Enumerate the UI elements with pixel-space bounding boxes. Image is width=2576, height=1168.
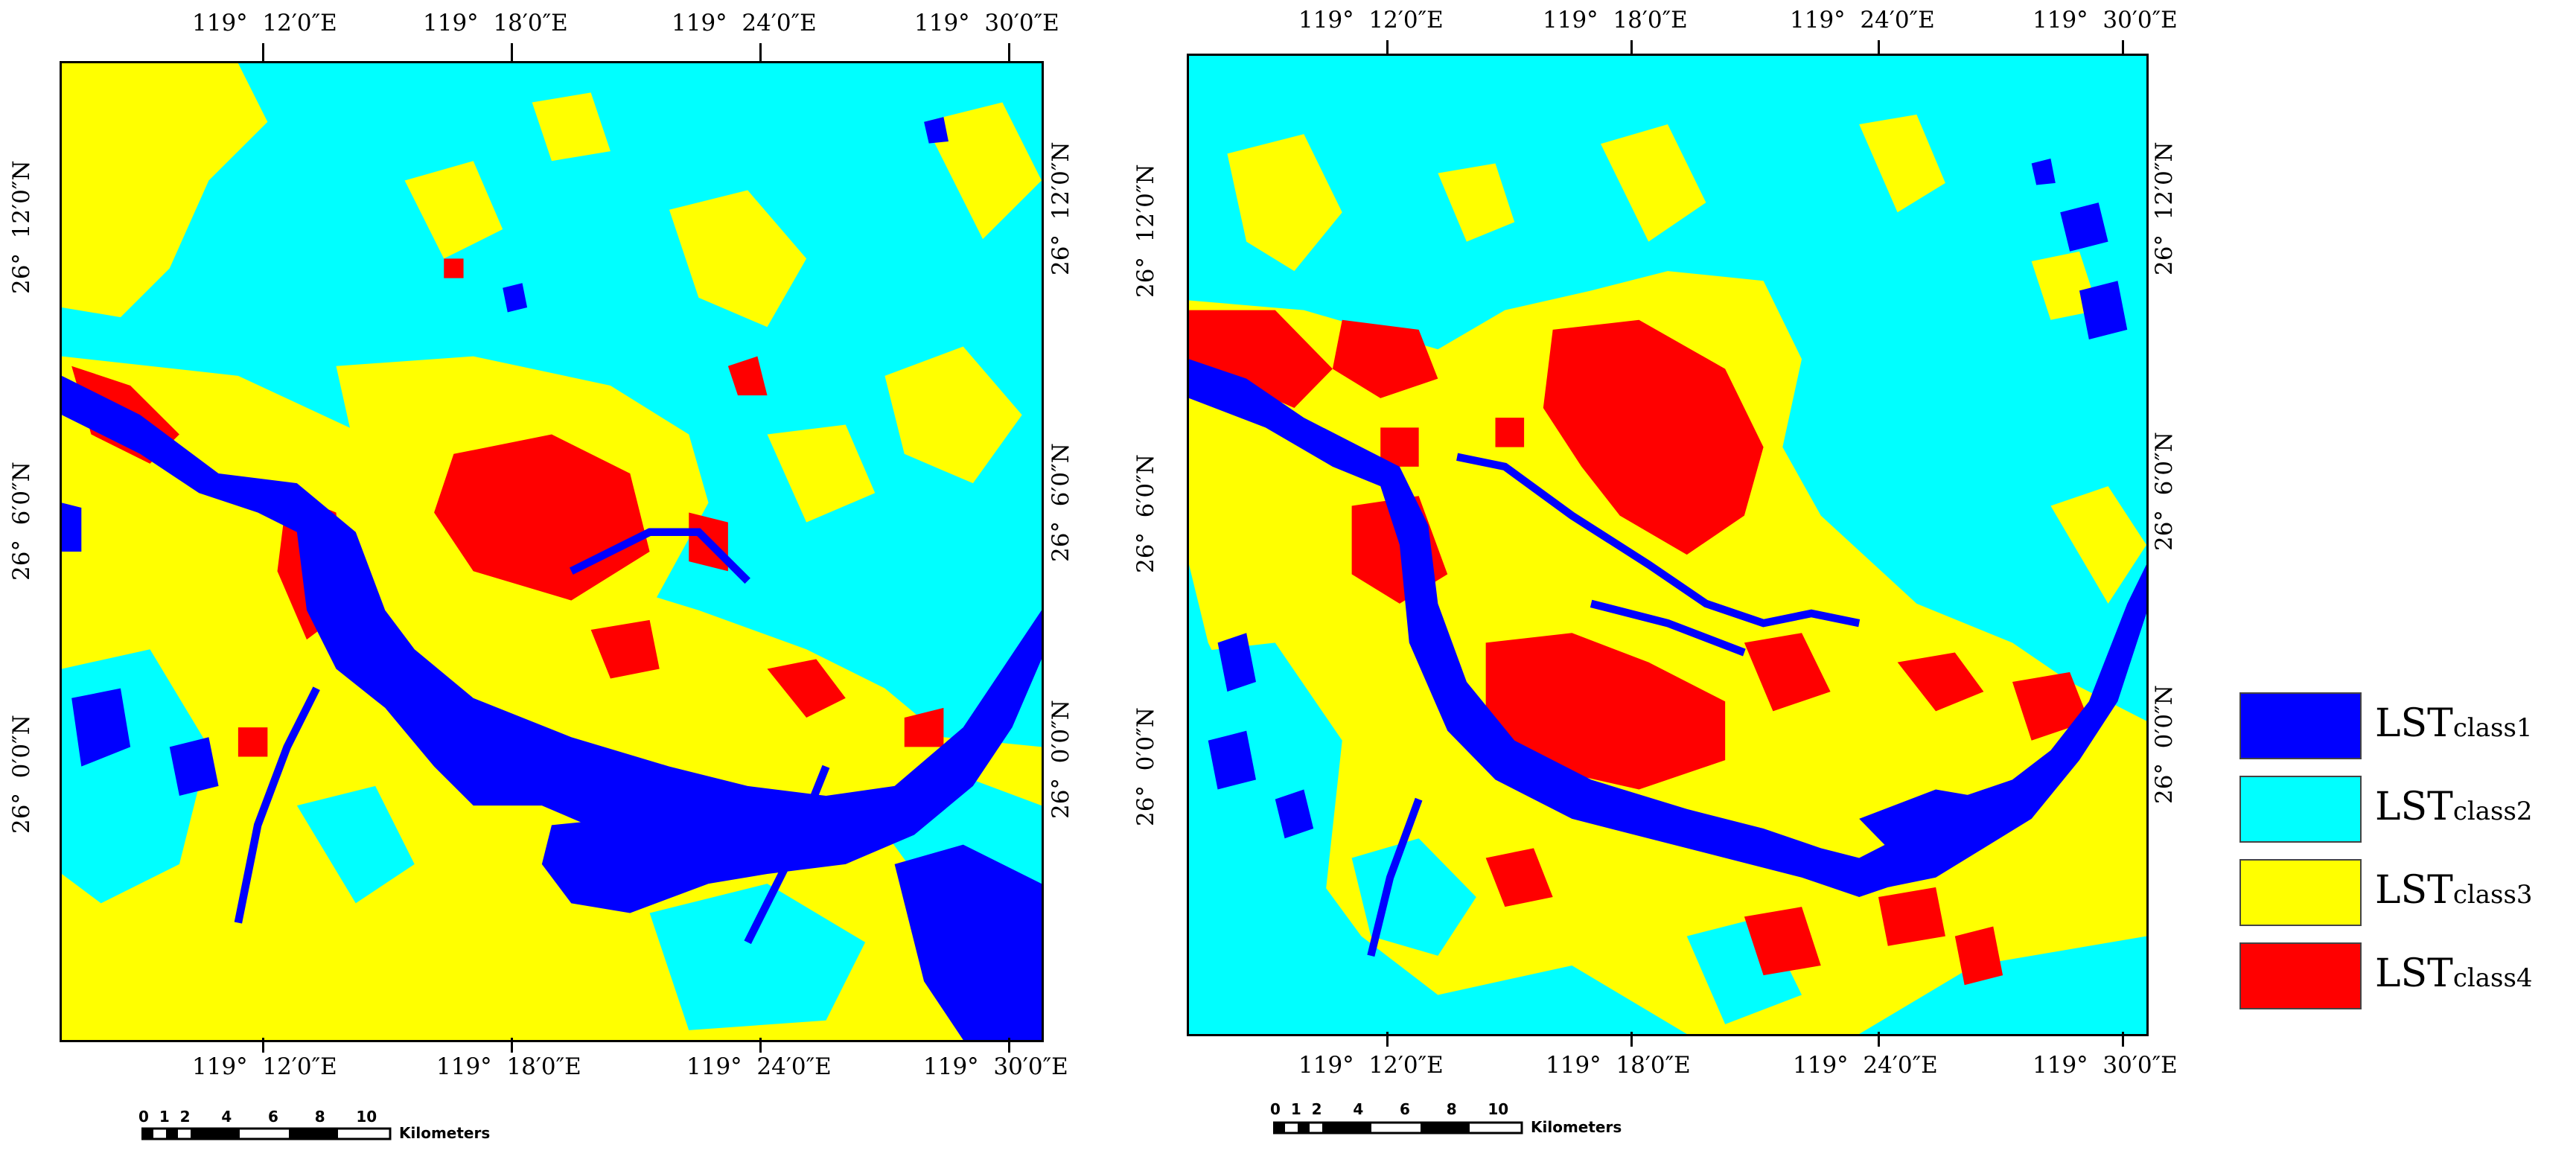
right-top-tick-label-1: 119° 12′0″E [1298,7,1444,33]
right-top-tick [1386,40,1389,57]
left-top-tick-label-3: 119° 24′0″E [672,10,817,36]
legend-item-class4: LSTclass4 [2239,942,2567,1009]
legend-label-class4: LSTclass4 [2375,954,2533,993]
left-left-tick-label-1: 26° 12′0″N [8,160,35,294]
right-top-tick-label-2: 119° 18′0″E [1543,7,1688,33]
left-right-tick-label-2: 26° 6′0″N [1048,443,1074,562]
right-lst-map [1187,54,2149,1036]
right-lst-raster [1189,56,2146,1034]
legend-label-class1: LSTclass1 [2375,704,2533,743]
legend-label-class3: LSTclass3 [2375,871,2533,910]
left-top-tick [511,43,513,61]
legend-item-class3: LSTclass3 [2239,859,2567,926]
right-bottom-tick-label-4: 119° 30′0″E [2033,1052,2178,1079]
left-top-tick-label-1: 119° 12′0″E [192,10,337,36]
left-top-tick-label-2: 119° 18′0″E [423,10,568,36]
legend-item-class1: LSTclass1 [2239,692,2567,759]
legend-swatch-class3 [2239,859,2362,926]
left-bottom-tick-label-4: 119° 30′0″E [923,1053,1068,1080]
left-top-tick [262,43,264,61]
left-top-tick-label-4: 119° 30′0″E [914,10,1059,36]
right-bottom-tick [1630,1032,1633,1047]
right-bottom-tick [2122,1032,2124,1047]
left-bottom-tick-label-3: 119° 24′0″E [686,1053,832,1080]
left-bottom-tick-label-2: 119° 18′0″E [436,1053,581,1080]
right-scalebar [1273,1121,1523,1135]
right-bottom-tick-label-2: 119° 18′0″E [1546,1052,1691,1079]
left-lst-map [60,61,1044,1042]
right-top-tick [1630,40,1633,57]
left-bottom-tick-label-1: 119° 12′0″E [192,1053,337,1080]
legend-label-main: LST [2375,868,2453,913]
legend-label-main: LST [2375,785,2453,829]
legend-label-sub: class3 [2452,880,2533,910]
right-scalebar-numbers: 0 1 2 4 6 8 10 [1270,1100,1509,1118]
right-top-tick [2122,40,2124,57]
right-left-tick-label-2: 26° 6′0″N [1132,454,1159,573]
left-scalebar-unit: Kilometers [399,1124,491,1142]
right-top-tick [1878,40,1880,57]
legend-label-sub: class4 [2452,963,2533,993]
left-top-tick [1008,43,1010,61]
right-top-tick-label-4: 119° 30′0″E [2033,7,2178,33]
legend-label-main: LST [2375,701,2453,746]
left-right-tick-label-3: 26° 0′0″N [1048,700,1074,819]
right-bottom-tick [1386,1032,1389,1047]
legend-swatch-class2 [2239,776,2362,843]
right-map-panel: 119° 12′0″E 119° 18′0″E 119° 24′0″E 119°… [1132,0,2234,1168]
legend-label-sub: class1 [2452,713,2533,743]
right-right-tick-label-2: 26° 6′0″N [2151,432,2178,551]
left-bottom-tick [1008,1038,1010,1053]
right-bottom-tick [1878,1032,1880,1047]
right-bottom-tick-label-3: 119° 24′0″E [1793,1052,1938,1079]
left-map-panel: 119° 12′0″E 119° 18′0″E 119° 24′0″E 119°… [0,0,1161,1168]
right-left-tick-label-1: 26° 12′0″N [1132,164,1159,298]
legend-swatch-class4 [2239,942,2362,1009]
right-right-tick-label-3: 26° 0′0″N [2151,685,2178,804]
left-scalebar-numbers: 0 1 2 4 6 8 10 [138,1108,377,1126]
right-left-tick-label-3: 26° 0′0″N [1132,707,1159,826]
right-scalebar-unit: Kilometers [1531,1118,1622,1136]
legend-label-sub: class2 [2452,797,2533,826]
left-bottom-tick [759,1038,762,1053]
left-bottom-tick [511,1038,513,1053]
legend-label-class2: LSTclass2 [2375,788,2533,826]
right-top-tick-label-3: 119° 24′0″E [1790,7,1935,33]
left-scalebar [141,1127,392,1140]
legend-label-main: LST [2375,951,2453,996]
right-bottom-tick-label-1: 119° 12′0″E [1298,1052,1444,1079]
left-lst-raster [62,63,1042,1040]
left-right-tick-label-1: 26° 12′0″N [1048,141,1074,275]
left-left-tick-label-3: 26° 0′0″N [8,715,35,834]
right-right-tick-label-1: 26° 12′0″N [2151,141,2178,275]
legend-item-class2: LSTclass2 [2239,776,2567,843]
left-bottom-tick [262,1038,264,1053]
left-left-tick-label-2: 26° 6′0″N [8,462,35,581]
legend-swatch-class1 [2239,692,2362,759]
left-top-tick [759,43,762,61]
